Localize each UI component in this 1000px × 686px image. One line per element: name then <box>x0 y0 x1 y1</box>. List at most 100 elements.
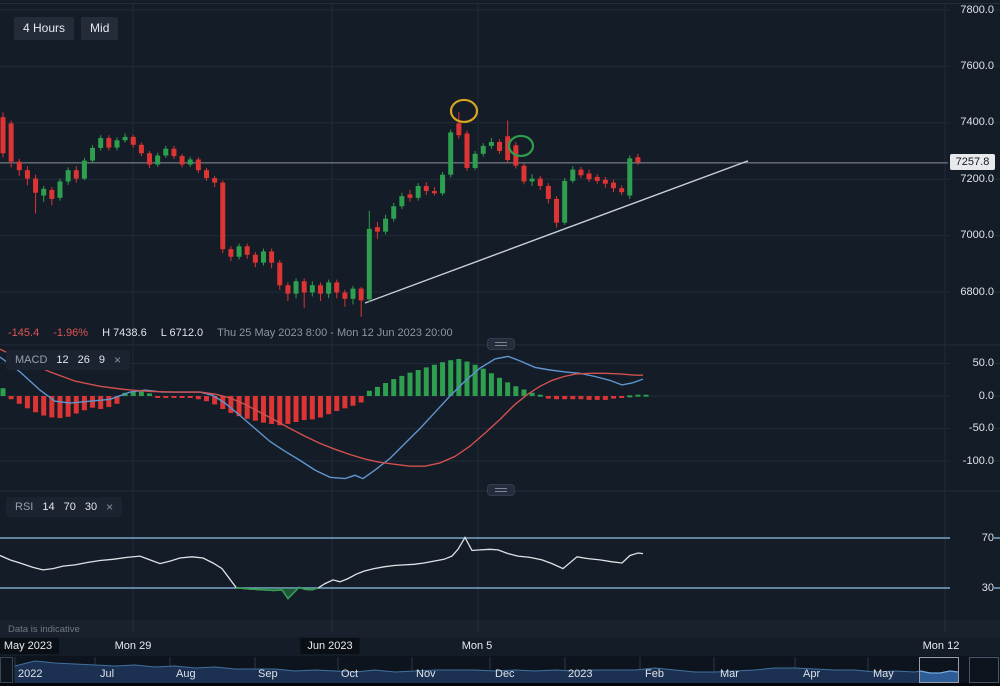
candle-body <box>415 185 421 198</box>
candle-body <box>24 170 30 179</box>
macd-hist-bar <box>399 375 405 396</box>
macd-hist-bar <box>252 396 258 421</box>
navigator-selection-window[interactable] <box>919 657 959 683</box>
candle-body <box>138 144 144 154</box>
candle-body <box>244 246 250 255</box>
macd-hist-bar <box>342 396 348 409</box>
candle-body <box>383 218 389 232</box>
macd-hist-bar <box>16 396 22 404</box>
candle-body <box>399 196 405 207</box>
macd-hist-bar <box>521 389 527 396</box>
macd-hist-bar <box>57 396 63 419</box>
rsi-oversold-line <box>235 586 300 600</box>
time-axis-tick: Jun 2023 <box>300 638 360 654</box>
candle-body <box>635 157 641 163</box>
price-type-button[interactable]: Mid <box>81 17 119 40</box>
candle-body <box>90 147 96 161</box>
bottom-strip <box>0 683 1000 686</box>
candle-body <box>317 285 323 294</box>
macd-hist-bar <box>431 364 437 396</box>
macd-hist-bar <box>98 396 104 409</box>
candle-body <box>195 159 201 171</box>
macd-hist-bar <box>456 358 462 396</box>
candle-body <box>269 251 275 263</box>
rsi-param-upper: 70 <box>63 501 76 513</box>
candle-body <box>472 153 478 168</box>
candle-body <box>350 288 356 299</box>
time-axis-tick: Mon 29 <box>114 640 152 652</box>
rsi-name: RSI <box>15 501 34 513</box>
low-value: L 6712.0 <box>160 327 204 339</box>
macd-axis-tick: 50.0 <box>950 357 994 370</box>
macd-hist-bar <box>195 396 201 400</box>
navigator-month-label: Aug <box>176 668 196 680</box>
macd-line <box>0 355 644 480</box>
time-axis-tick: Mon 5 <box>461 640 493 652</box>
candle-body <box>358 288 364 301</box>
macd-hist-bar <box>138 391 144 396</box>
candle-body <box>334 282 340 293</box>
timeframe-button[interactable]: 4 Hours <box>14 17 75 40</box>
macd-hist-bar <box>529 392 535 396</box>
navigator-month-label: Sep <box>258 668 278 680</box>
rsi-param-period: 14 <box>42 501 55 513</box>
navigator-area <box>15 661 958 683</box>
price-axis-tick: 7800.0 <box>950 3 994 17</box>
rsi-oversold-fill <box>236 587 299 599</box>
macd-hist-bar <box>49 396 55 418</box>
macd-hist-bar <box>423 367 429 396</box>
candle-body <box>114 140 120 148</box>
macd-hist-bar <box>570 396 576 400</box>
macd-hist-bar <box>480 368 486 396</box>
macd-hist-bar <box>448 360 454 396</box>
macd-param-signal: 9 <box>98 354 106 366</box>
macd-hist-bar <box>277 396 283 426</box>
rsi-close-icon[interactable]: × <box>106 500 114 514</box>
change-percent: -1.96% <box>53 327 89 339</box>
candle-body <box>545 185 551 199</box>
macd-hist-bar <box>334 396 340 411</box>
panel-resize-handle-macd[interactable] <box>487 338 515 350</box>
macd-hist-bar <box>212 396 218 405</box>
macd-hist-bar <box>114 396 120 404</box>
rsi-axis-tick: 70 <box>950 531 994 545</box>
price-axis-tick: 7200.0 <box>950 172 994 186</box>
candle-body <box>228 249 234 257</box>
candle-body <box>342 292 348 299</box>
macd-close-icon[interactable]: × <box>114 353 122 367</box>
macd-hist-bar <box>244 396 250 419</box>
navigator-layer <box>0 656 1000 683</box>
candle-body <box>236 246 242 257</box>
candle-body <box>277 262 283 286</box>
macd-hist-bar <box>391 379 397 396</box>
candle-body <box>464 133 470 168</box>
navigator-month-label: Nov <box>416 668 436 680</box>
macd-hist-bar <box>611 396 616 399</box>
macd-layer <box>0 348 649 480</box>
macd-hist-bar <box>0 388 6 396</box>
current-price-badge: 7257.8 <box>950 154 995 170</box>
macd-hist-bar <box>269 396 275 424</box>
green-highlight-circle <box>507 134 535 158</box>
panel-top-border <box>0 3 1000 4</box>
candle-body <box>0 117 6 154</box>
panel-resize-handle-rsi[interactable] <box>487 484 515 496</box>
macd-hist-bar <box>147 393 153 396</box>
macd-hist-bar <box>33 396 39 413</box>
macd-param-slow: 26 <box>77 354 90 366</box>
macd-hist-bar <box>513 386 519 396</box>
candle-body <box>301 281 307 293</box>
navigator-month-label: 2023 <box>568 668 593 680</box>
navigator-month-label: Jul <box>100 668 115 680</box>
candle-body <box>562 180 568 223</box>
macd-hist-bar <box>228 396 234 413</box>
macd-hist-bar <box>285 396 291 424</box>
candle-body <box>586 173 592 180</box>
navigator-right-box <box>969 657 999 683</box>
macd-hist-bar <box>106 396 112 408</box>
macd-hist-bar <box>643 394 649 397</box>
candle-body <box>65 170 71 182</box>
navigator-selected-area <box>920 671 958 683</box>
macd-hist-bar <box>505 382 511 396</box>
macd-hist-bar <box>594 396 600 400</box>
